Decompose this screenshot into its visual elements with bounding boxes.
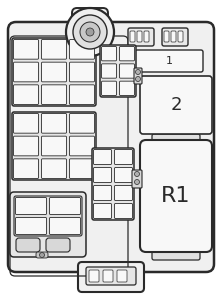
FancyBboxPatch shape bbox=[115, 149, 133, 164]
FancyBboxPatch shape bbox=[10, 192, 86, 257]
FancyBboxPatch shape bbox=[42, 62, 67, 82]
FancyBboxPatch shape bbox=[69, 113, 95, 133]
Text: 1: 1 bbox=[165, 56, 172, 66]
Circle shape bbox=[66, 8, 114, 56]
FancyBboxPatch shape bbox=[42, 40, 67, 59]
FancyBboxPatch shape bbox=[101, 81, 117, 95]
FancyBboxPatch shape bbox=[115, 203, 133, 218]
FancyBboxPatch shape bbox=[12, 112, 96, 180]
FancyBboxPatch shape bbox=[78, 262, 144, 292]
FancyBboxPatch shape bbox=[117, 270, 127, 282]
FancyBboxPatch shape bbox=[84, 185, 114, 197]
FancyBboxPatch shape bbox=[162, 28, 188, 46]
FancyBboxPatch shape bbox=[14, 85, 38, 104]
FancyBboxPatch shape bbox=[152, 250, 200, 260]
FancyBboxPatch shape bbox=[14, 136, 38, 156]
FancyBboxPatch shape bbox=[137, 31, 142, 42]
FancyBboxPatch shape bbox=[42, 113, 67, 133]
FancyBboxPatch shape bbox=[16, 218, 46, 235]
FancyBboxPatch shape bbox=[16, 197, 46, 214]
FancyBboxPatch shape bbox=[130, 31, 135, 42]
FancyBboxPatch shape bbox=[72, 8, 108, 28]
Circle shape bbox=[80, 22, 100, 42]
FancyBboxPatch shape bbox=[178, 31, 183, 42]
FancyBboxPatch shape bbox=[14, 159, 38, 178]
FancyBboxPatch shape bbox=[84, 106, 106, 120]
FancyBboxPatch shape bbox=[171, 31, 176, 42]
FancyBboxPatch shape bbox=[119, 46, 135, 61]
FancyBboxPatch shape bbox=[86, 267, 136, 285]
FancyBboxPatch shape bbox=[103, 270, 113, 282]
FancyBboxPatch shape bbox=[134, 68, 142, 84]
FancyBboxPatch shape bbox=[119, 81, 135, 95]
Circle shape bbox=[40, 253, 44, 257]
FancyBboxPatch shape bbox=[42, 136, 67, 156]
FancyBboxPatch shape bbox=[16, 238, 40, 252]
Circle shape bbox=[135, 76, 141, 82]
Circle shape bbox=[135, 172, 139, 176]
FancyBboxPatch shape bbox=[135, 50, 203, 72]
FancyBboxPatch shape bbox=[50, 218, 81, 235]
FancyBboxPatch shape bbox=[92, 148, 134, 220]
FancyBboxPatch shape bbox=[101, 46, 117, 61]
FancyBboxPatch shape bbox=[115, 167, 133, 182]
FancyBboxPatch shape bbox=[69, 62, 95, 82]
Text: R1: R1 bbox=[161, 186, 191, 206]
FancyBboxPatch shape bbox=[100, 45, 136, 97]
FancyBboxPatch shape bbox=[93, 203, 111, 218]
FancyBboxPatch shape bbox=[115, 185, 133, 200]
FancyBboxPatch shape bbox=[128, 28, 154, 46]
FancyBboxPatch shape bbox=[8, 22, 214, 272]
FancyBboxPatch shape bbox=[101, 64, 117, 78]
FancyBboxPatch shape bbox=[14, 196, 82, 236]
FancyBboxPatch shape bbox=[89, 270, 99, 282]
Circle shape bbox=[86, 28, 94, 36]
FancyBboxPatch shape bbox=[12, 38, 96, 106]
FancyBboxPatch shape bbox=[69, 85, 95, 104]
FancyBboxPatch shape bbox=[46, 238, 70, 252]
FancyBboxPatch shape bbox=[14, 113, 38, 133]
FancyBboxPatch shape bbox=[50, 197, 81, 214]
FancyBboxPatch shape bbox=[93, 149, 111, 164]
Text: 2: 2 bbox=[170, 96, 182, 114]
Circle shape bbox=[135, 70, 141, 74]
FancyBboxPatch shape bbox=[152, 134, 200, 144]
FancyBboxPatch shape bbox=[140, 140, 212, 252]
FancyBboxPatch shape bbox=[42, 159, 67, 178]
FancyBboxPatch shape bbox=[140, 76, 212, 134]
FancyBboxPatch shape bbox=[14, 62, 38, 82]
FancyBboxPatch shape bbox=[69, 40, 95, 59]
FancyBboxPatch shape bbox=[69, 159, 95, 178]
FancyBboxPatch shape bbox=[132, 170, 142, 188]
FancyBboxPatch shape bbox=[93, 167, 111, 182]
FancyBboxPatch shape bbox=[42, 85, 67, 104]
FancyBboxPatch shape bbox=[119, 64, 135, 78]
FancyBboxPatch shape bbox=[93, 185, 111, 200]
Circle shape bbox=[135, 179, 139, 184]
FancyBboxPatch shape bbox=[14, 40, 38, 59]
Circle shape bbox=[73, 15, 107, 49]
FancyBboxPatch shape bbox=[36, 252, 48, 258]
FancyBboxPatch shape bbox=[144, 31, 149, 42]
FancyBboxPatch shape bbox=[69, 136, 95, 156]
FancyBboxPatch shape bbox=[164, 31, 169, 42]
